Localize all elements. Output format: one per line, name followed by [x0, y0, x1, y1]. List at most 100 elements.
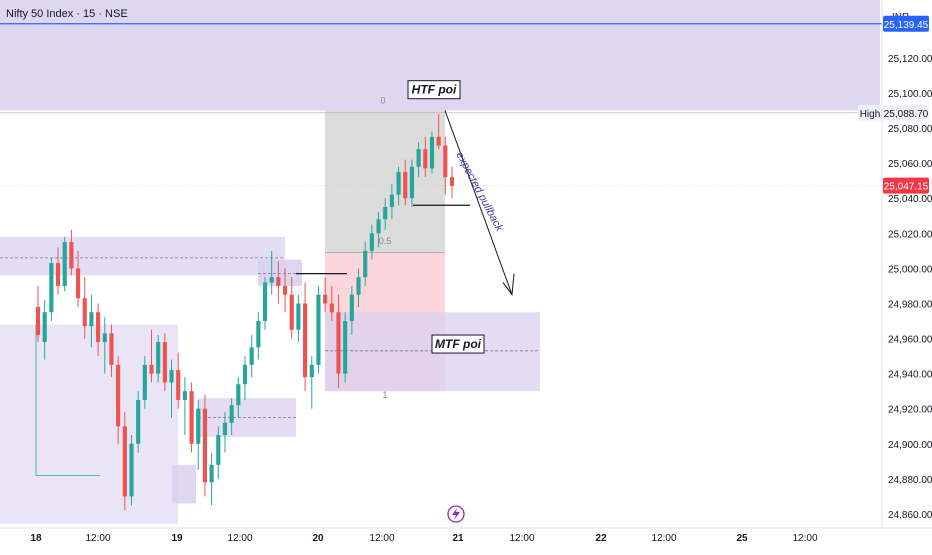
candle — [383, 198, 388, 230]
htf-poi-text: HTF poi — [412, 83, 457, 97]
fib-premium-zone — [325, 110, 445, 253]
candle — [189, 382, 194, 453]
x-tick-label: 12:00 — [369, 533, 394, 544]
candle — [162, 333, 167, 392]
candle-body — [216, 435, 221, 465]
candle — [236, 377, 241, 418]
y-tick-label: 24,900.00 — [888, 440, 932, 451]
candle — [436, 114, 441, 150]
y-tick-label: 24,940.00 — [888, 370, 932, 381]
high-badge-text: 25,088.70 — [884, 109, 929, 120]
candle — [423, 136, 428, 178]
candle-body — [289, 294, 294, 330]
candle-body — [229, 405, 234, 423]
candle-body — [82, 298, 87, 327]
y-tick-label: 25,080.00 — [888, 124, 932, 135]
candle — [249, 335, 254, 378]
candle-body — [149, 364, 154, 374]
candle — [136, 391, 141, 453]
candle-body — [129, 443, 134, 497]
candle-body — [142, 364, 147, 400]
candle-body — [75, 268, 81, 299]
candle — [323, 277, 328, 313]
x-tick-label: 25 — [736, 533, 748, 544]
candle-body — [363, 250, 368, 278]
candle-body — [176, 370, 181, 400]
candle-body — [189, 391, 194, 444]
candle — [396, 166, 401, 206]
y-tick-label: 24,920.00 — [888, 405, 932, 416]
candle — [389, 184, 394, 220]
htf-poi-box — [407, 80, 461, 100]
x-tick-label: 19 — [171, 533, 183, 544]
candle-body — [249, 347, 254, 365]
high-tag-bg — [858, 104, 882, 121]
fib-label-0-5: 0.5 — [379, 236, 392, 246]
candle-body — [182, 391, 187, 400]
candle — [309, 356, 314, 409]
demand-zone-mid — [198, 398, 296, 437]
candle-body — [162, 342, 167, 383]
candle — [289, 277, 294, 339]
candle — [303, 282, 308, 392]
x-tick-label: 18 — [30, 533, 42, 544]
candle — [202, 394, 208, 497]
candle-body — [55, 263, 61, 286]
candle — [403, 159, 408, 206]
y-tick-label: 25,000.00 — [888, 264, 932, 275]
candle — [349, 285, 354, 336]
fib-label-0: 0 — [380, 95, 385, 105]
candle — [42, 299, 47, 360]
y-tick-label: 25,100.00 — [888, 89, 932, 100]
candle-body — [323, 294, 328, 304]
candle-body — [236, 384, 241, 406]
demand-zone-small — [172, 464, 196, 504]
candle — [443, 136, 448, 195]
candle — [343, 312, 348, 383]
candle-body — [383, 206, 388, 220]
candle-body — [169, 370, 174, 383]
candle-body — [429, 136, 435, 169]
chart-title: Nifty 50 Index · 15 · NSE — [6, 8, 128, 20]
candle — [109, 324, 114, 378]
candle — [82, 277, 87, 339]
candle — [449, 166, 455, 199]
candle — [329, 285, 334, 322]
candle-body — [336, 312, 341, 374]
candle-body — [356, 277, 361, 295]
candle — [35, 285, 41, 343]
candle — [376, 212, 381, 248]
candle-body — [443, 145, 448, 178]
projection-arrowhead — [502, 273, 515, 297]
candle — [89, 294, 94, 348]
candle — [116, 356, 121, 444]
level-price-badge: 25,139.45 — [883, 15, 929, 32]
candle — [96, 303, 101, 357]
candle — [369, 224, 374, 260]
y-tick-label: 24,880.00 — [888, 475, 932, 486]
candle-body — [262, 282, 268, 322]
htf-poi-label: HTF poi — [407, 80, 461, 100]
x-axis: 18 12:00 19 12:00 20 12:00 21 12:00 22 12:00 25 12:… — [0, 527, 932, 544]
candle — [122, 412, 127, 511]
candle-body — [156, 342, 161, 374]
candle-body — [35, 306, 41, 336]
candle-body — [403, 171, 408, 199]
candle-body — [282, 285, 288, 295]
structure-line-left — [35, 324, 100, 476]
level-badge-bg — [883, 15, 929, 32]
candle — [276, 261, 281, 304]
candle-body — [256, 321, 261, 348]
candle-body — [449, 177, 455, 186]
candle-body — [136, 399, 141, 444]
high-badge-bg — [883, 104, 929, 121]
candle-body — [276, 277, 281, 286]
candle — [229, 398, 234, 436]
candle — [142, 356, 147, 409]
y-tick-label: 24,980.00 — [888, 299, 932, 310]
candle-body — [242, 364, 248, 385]
mtf-poi-label: MTF poi — [431, 334, 485, 354]
y-tick-label: 25,120.00 — [888, 54, 932, 65]
